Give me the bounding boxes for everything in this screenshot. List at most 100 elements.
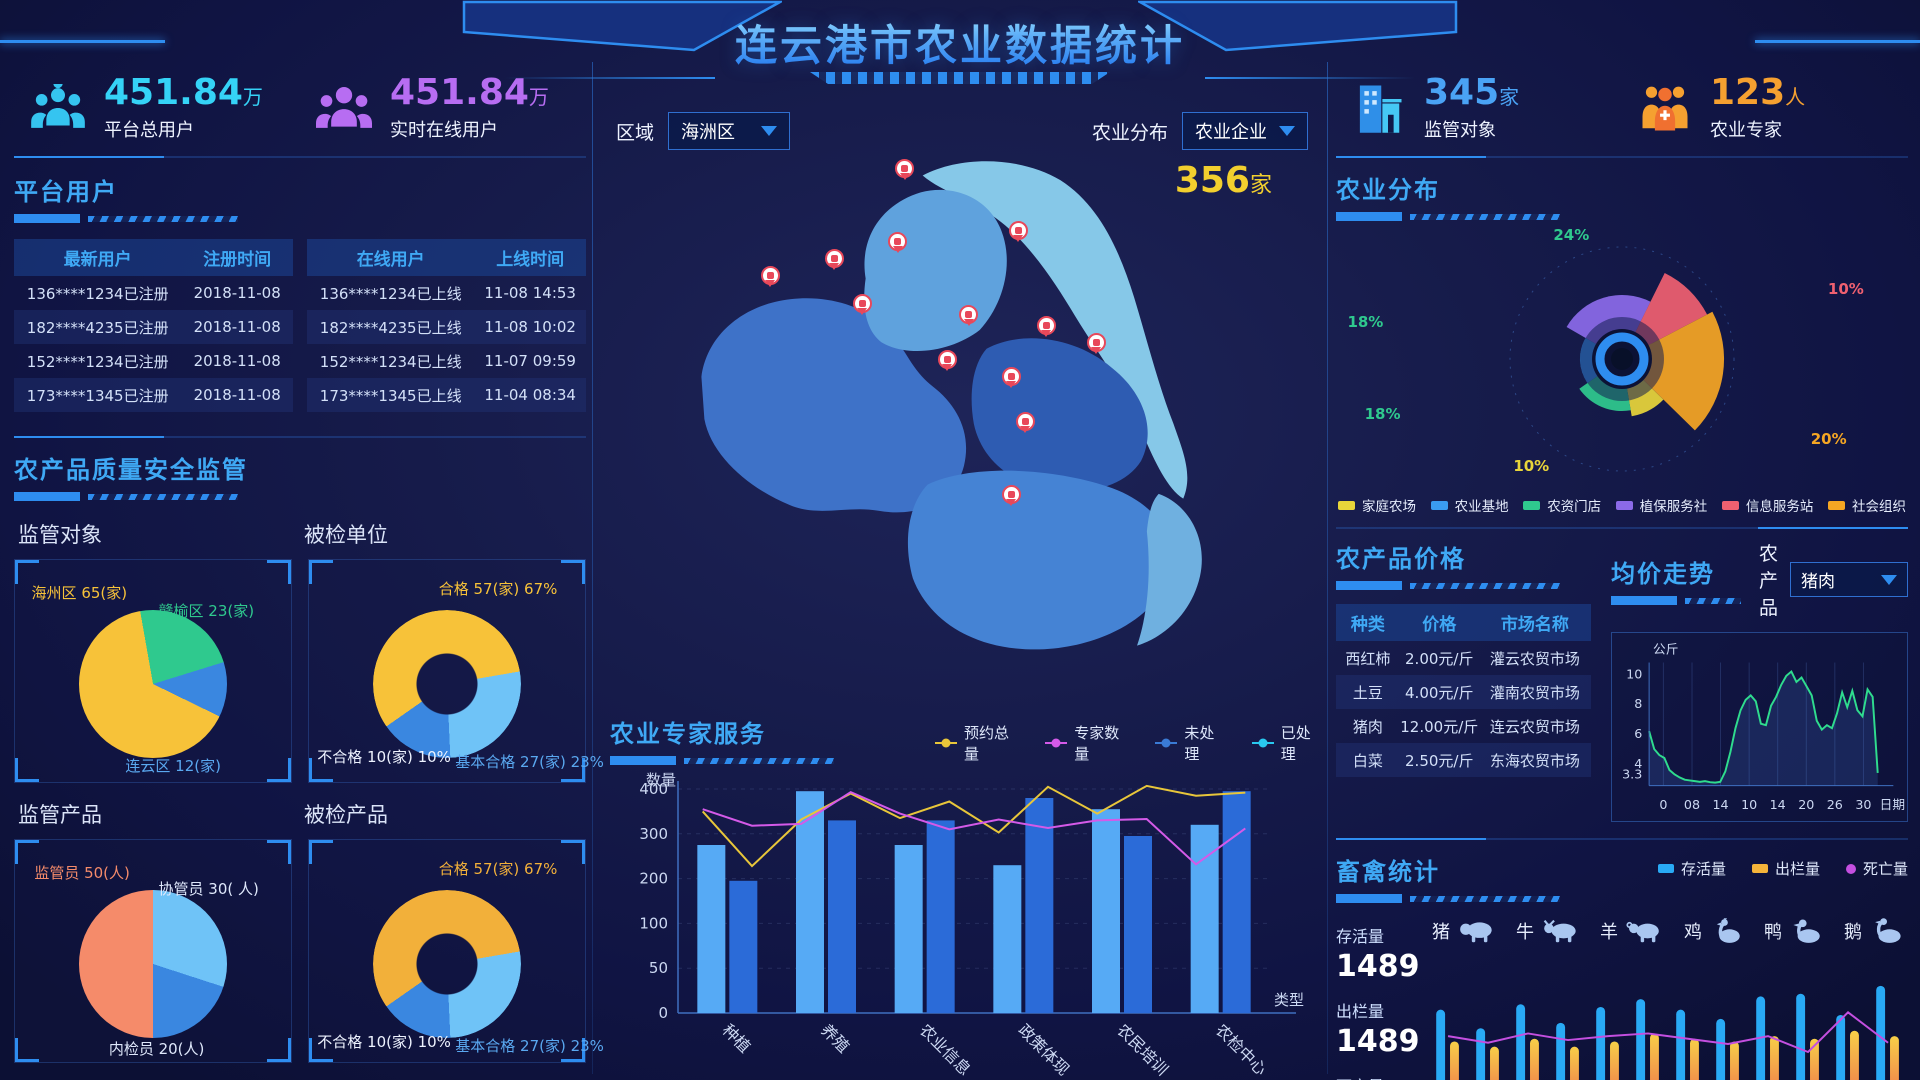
online-users-table: 在线用户 上线时间 136****1234已上线 11-08 14:53 182****…: [307, 239, 586, 412]
animal-pig[interactable]: 猪: [1432, 918, 1496, 944]
svg-text:0: 0: [1659, 797, 1667, 812]
animal-duck[interactable]: 鸭: [1764, 917, 1824, 945]
stat-value: 451.84: [390, 72, 529, 114]
legend-item[interactable]: 社会组织: [1827, 495, 1906, 515]
svg-text:100: 100: [639, 914, 668, 932]
rose-percent-label: 10%: [1827, 280, 1864, 299]
legend-item[interactable]: 农业基地: [1430, 495, 1509, 515]
svg-text:10: 10: [1741, 797, 1757, 812]
region-map[interactable]: [608, 138, 1316, 700]
stat-value: 451.84: [104, 72, 243, 114]
svg-text:农检中心: 农检中心: [1212, 1020, 1271, 1079]
svg-text:50: 50: [649, 959, 668, 977]
stat-unit: 万: [528, 85, 549, 110]
section-title-platform-users: 平台用户: [14, 178, 118, 206]
pie-callout-label: 监管员 50(人): [34, 864, 130, 883]
legend-item[interactable]: 未处理: [1155, 722, 1225, 764]
animal-sheep[interactable]: 羊: [1600, 918, 1664, 944]
animal-label: 牛: [1516, 922, 1534, 943]
legend-item[interactable]: 农资门店: [1523, 495, 1601, 515]
distribution-label: 农业分布: [1091, 121, 1168, 144]
stat-total-users: 451.84万 平台总用户: [14, 74, 300, 142]
map-pin[interactable]: [1015, 411, 1035, 431]
map-pin[interactable]: [1001, 484, 1021, 504]
map-pin[interactable]: [1036, 316, 1056, 336]
pie-callout-label: 基本合格 27(家) 23%: [455, 752, 604, 771]
svg-text:日期: 日期: [1880, 797, 1905, 812]
svg-text:6: 6: [1634, 726, 1642, 741]
map-pin[interactable]: [824, 248, 844, 268]
table-header: 最新用户 注册时间: [14, 239, 293, 276]
stat-unit: 家: [1499, 85, 1520, 110]
price-trend-chart: 0 08 14 10 14 20 26 30 10 8 6 4 3.3 公斤 日期: [1610, 632, 1908, 822]
legend-item[interactable]: 存活量: [1657, 858, 1726, 879]
animal-goose[interactable]: 鹅: [1844, 917, 1904, 945]
map-pin[interactable]: [760, 265, 780, 285]
table-row: 152****1234已注册 2018-11-08: [26, 352, 281, 371]
section-deco: [1610, 596, 1741, 605]
distribution-select[interactable]: 农业企业: [1182, 112, 1308, 150]
pie-callout-label: 合格 57(家) 67%: [438, 579, 558, 598]
animal-cow[interactable]: 牛: [1516, 918, 1580, 944]
section-title-quality: 农产品质量安全监管: [14, 456, 248, 484]
legend-item[interactable]: 信息服务站: [1721, 495, 1813, 515]
enterprise-count-badge: 356家: [1175, 160, 1272, 201]
pie-callout-label: 合格 57(家) 67%: [438, 859, 558, 878]
table-row: 白菜 2.50元/斤 东海农贸市场: [1336, 743, 1591, 777]
map-pin[interactable]: [1086, 333, 1106, 353]
product-label: 农产品: [1758, 543, 1778, 619]
stat-value: 1489: [1336, 949, 1420, 984]
divider: [1336, 527, 1908, 529]
chevron-down-icon: [761, 126, 778, 136]
svg-text:14: 14: [1770, 797, 1786, 812]
table-row: 西红柿 2.00元/斤 灌云农贸市场: [1345, 649, 1580, 668]
svg-text:200: 200: [639, 870, 668, 888]
users-group-icon: [31, 83, 85, 128]
page-title: 连云港市农业数据统计: [735, 12, 1185, 73]
svg-text:农业信息: 农业信息: [916, 1020, 975, 1079]
svg-text:08: 08: [1684, 797, 1700, 812]
panel-divider-left: [592, 62, 593, 1074]
region-select-value: 海洲区: [681, 122, 736, 143]
supervise-product-chart-card: 监管员 50(人) 协管员 30( 人) 内检员 20(人): [14, 839, 292, 1063]
map-pin[interactable]: [852, 293, 872, 313]
map-pin[interactable]: [895, 158, 915, 178]
badge-unit: 家: [1249, 173, 1272, 198]
legend-item[interactable]: 植保服务社: [1615, 495, 1707, 515]
subtitle-checked-units: 被检单位: [304, 523, 388, 547]
section-title-livestock: 畜禽统计: [1336, 858, 1440, 886]
supervise-product-pie: [79, 890, 227, 1039]
legend-item[interactable]: 家庭农场: [1338, 495, 1416, 515]
stat-online-users: 451.84万 实时在线用户: [300, 74, 586, 142]
stat-label: 死亡量: [1336, 1073, 1428, 1080]
product-select[interactable]: 猪肉: [1790, 562, 1908, 597]
title-deco-line-left: [505, 77, 715, 79]
legend-item[interactable]: 专家数量: [1045, 722, 1129, 764]
svg-text:政策体现: 政策体现: [1015, 1020, 1074, 1079]
map-pin[interactable]: [888, 232, 908, 252]
map-pin[interactable]: [1008, 220, 1028, 240]
svg-text:农民培训: 农民培训: [1113, 1020, 1172, 1079]
legend-item[interactable]: 死亡量: [1845, 858, 1908, 879]
map-pin[interactable]: [937, 350, 957, 370]
section-deco: [1336, 581, 1561, 590]
legend-item[interactable]: 预约总量: [935, 722, 1019, 764]
supervise-target-chart-card: 海州区 65(家) 赣榆区 23(家) 连云区 12(家): [14, 559, 292, 783]
svg-text:3.3: 3.3: [1622, 766, 1642, 781]
section-title-agri-dist: 农业分布: [1336, 176, 1440, 204]
pig-icon: [1460, 922, 1492, 943]
svg-text:类型: 类型: [1274, 991, 1304, 1009]
map-pin[interactable]: [959, 305, 979, 325]
rose-percent-label: 24%: [1553, 225, 1590, 244]
section-deco: [14, 492, 344, 501]
header-left-wing: [462, 0, 782, 52]
animal-chicken[interactable]: 鸡: [1684, 917, 1744, 945]
map-pin[interactable]: [1001, 366, 1021, 386]
legend-item[interactable]: 出栏量: [1751, 858, 1820, 879]
section-title-trend: 均价走势: [1610, 560, 1715, 588]
livestock-stats: 存活量 1489 出栏量 1489 死亡量 1456: [1336, 909, 1428, 1080]
register-users-table: 最新用户 注册时间 136****1234已注册 2018-11-08 182****4…: [14, 239, 293, 412]
legend-item[interactable]: 已处理: [1251, 722, 1322, 764]
divider: [1336, 838, 1908, 840]
region-select[interactable]: 海洲区: [668, 112, 791, 150]
